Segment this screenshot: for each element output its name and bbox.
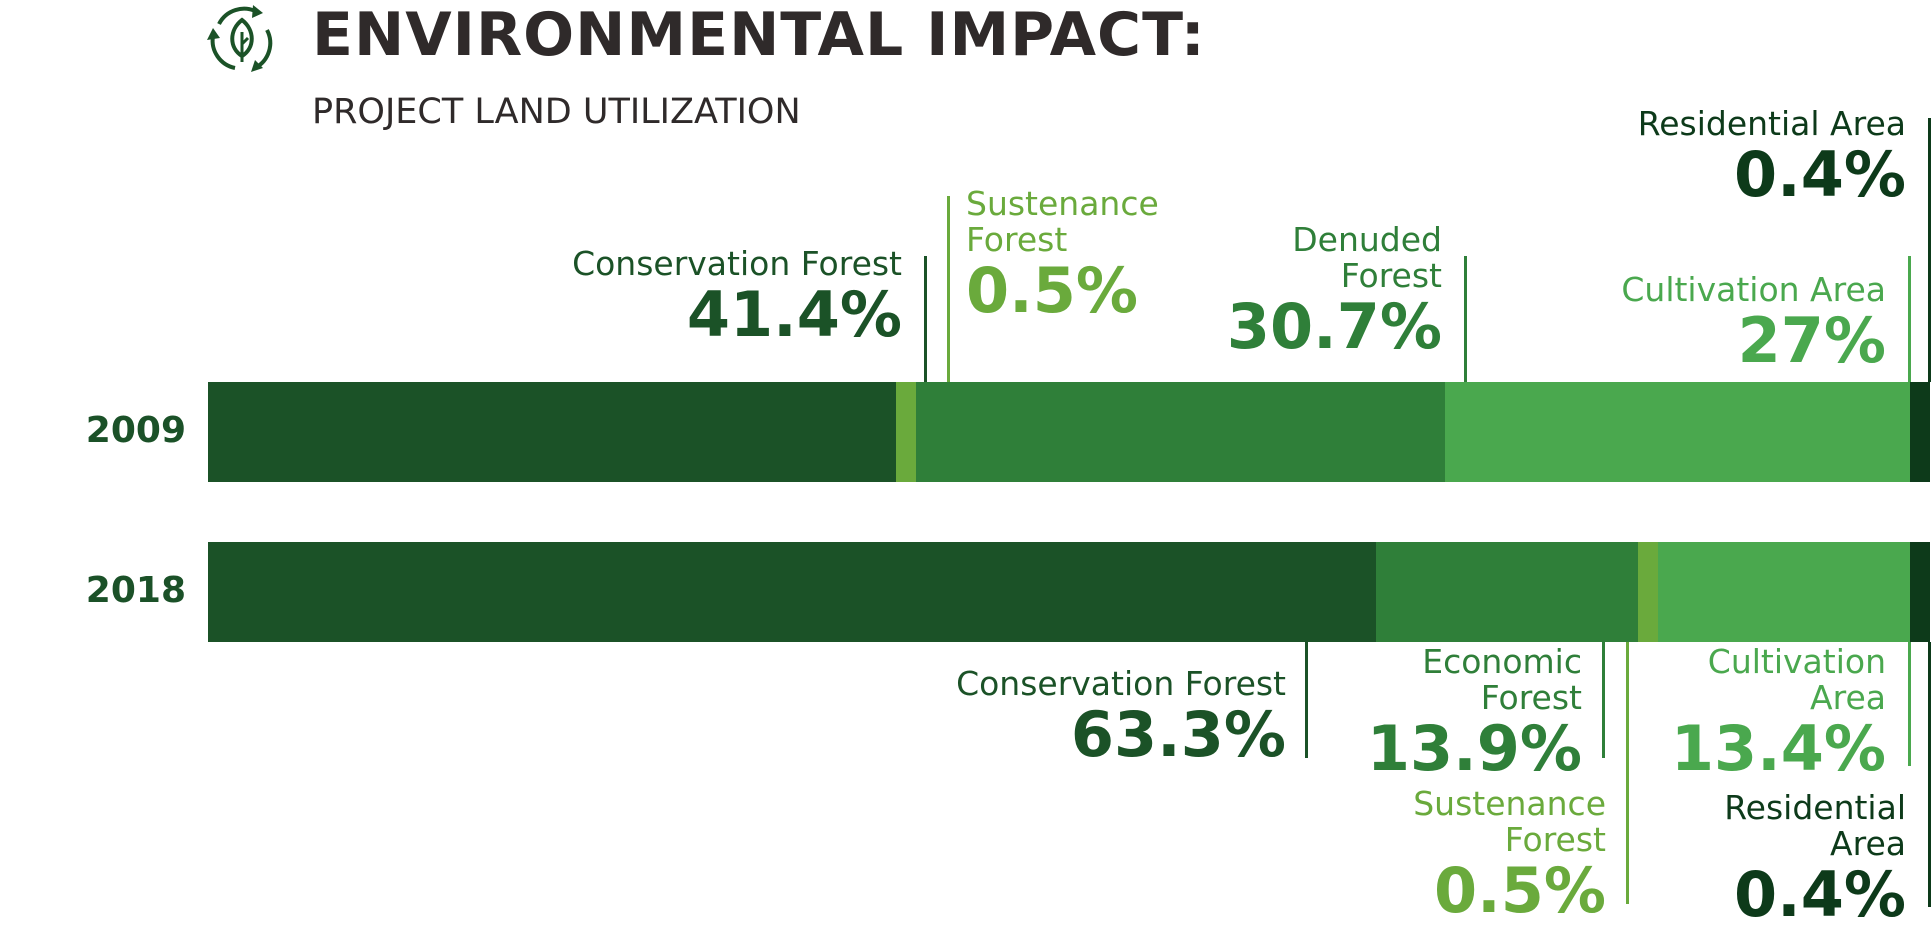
leader-line: [1464, 256, 1467, 382]
bar-segment-2009-conservation-forest: [208, 382, 897, 482]
label-2018-economic: Economic Forest 13.9%: [1366, 642, 1582, 785]
leader-line: [1928, 642, 1931, 907]
bar-segment-2009-denuded-forest: [916, 382, 1446, 482]
bar-2009: [208, 382, 1930, 482]
leader-line: [1626, 642, 1629, 904]
bar-segment-2018-residential-area: [1910, 542, 1930, 642]
leader-line: [1928, 118, 1931, 382]
year-label-2018: 2018: [85, 570, 186, 611]
bar-segment-2018-sustenance-forest: [1637, 542, 1658, 642]
leader-line: [947, 196, 950, 382]
bar-segment-2009-sustenance-forest: [896, 382, 917, 482]
bar-segment-2018-cultivation-area: [1657, 542, 1910, 642]
bar-segment-2009-residential-area: [1910, 382, 1930, 482]
label-2018-conservation: Conservation Forest 63.3%: [956, 664, 1286, 771]
label-2009-denuded: Denuded Forest 30.7%: [1226, 220, 1442, 363]
bar-segment-2009-cultivation-area: [1445, 382, 1910, 482]
year-label-2009: 2009: [85, 410, 186, 451]
leader-line: [1305, 642, 1308, 758]
leader-line: [924, 256, 927, 382]
bar-segment-2018-conservation-forest: [208, 542, 1377, 642]
label-2009-residential: Residential Area 0.4%: [1637, 104, 1906, 211]
label-2018-cultivation: Cultivation Area 13.4%: [1670, 642, 1886, 785]
label-2009-conservation: Conservation Forest 41.4%: [572, 244, 902, 351]
label-2009-sustenance: Sustenance Forest 0.5%: [966, 184, 1159, 327]
label-2009-cultivation: Cultivation Area 27%: [1621, 270, 1886, 377]
page-title: ENVIRONMENTAL IMPACT:: [312, 0, 1206, 70]
page-subtitle: PROJECT LAND UTILIZATION: [312, 92, 801, 132]
bar-2018: [208, 542, 1930, 642]
leader-line: [1908, 642, 1911, 766]
label-2018-residential: Residential Area 0.4%: [1724, 788, 1906, 931]
leaf-recycle-icon: [207, 5, 273, 72]
label-2018-sustenance: Sustenance Forest 0.5%: [1413, 784, 1606, 927]
leader-line: [1602, 642, 1605, 758]
bar-segment-2018-economic-forest: [1376, 542, 1638, 642]
leader-line: [1908, 256, 1911, 382]
